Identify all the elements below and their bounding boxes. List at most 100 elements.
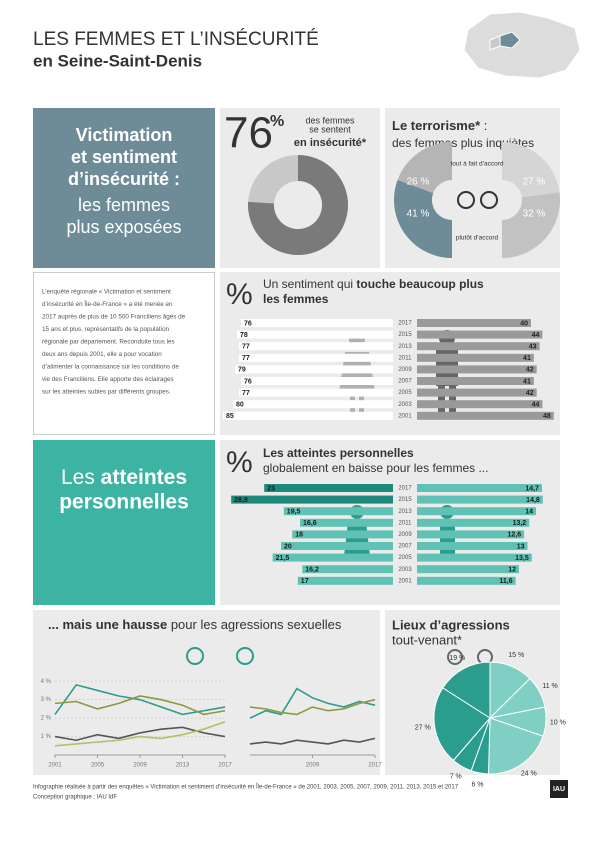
bar (417, 377, 534, 385)
value-label: 16,6 (303, 520, 317, 527)
line (54, 721, 226, 747)
bar (417, 484, 542, 492)
y-tick-label: 3 % (41, 697, 52, 703)
bar (241, 319, 393, 327)
value-label: 13,5 (515, 555, 529, 562)
section-title: tout-venant* (392, 632, 462, 647)
text-part: Le terrorisme* (392, 118, 481, 133)
bar (239, 388, 393, 397)
bar (417, 576, 516, 585)
text-part: atteintes (101, 466, 187, 489)
bar (223, 411, 393, 420)
bar (241, 377, 393, 385)
intro-line: les femmes (78, 195, 170, 215)
value-label: 44 (532, 332, 540, 339)
map (463, 11, 581, 79)
center-label: tout à fait d’accord (450, 161, 503, 168)
bar (297, 576, 393, 585)
value-label: 16,2 (305, 567, 319, 574)
intro-line: d’insécurité : (68, 169, 180, 189)
value-label: 42 (526, 367, 534, 374)
value-label: 17 (301, 578, 309, 585)
value-label: 14,8 (526, 497, 540, 504)
value-label: 13,2 (513, 520, 527, 527)
bar (292, 530, 393, 539)
year-label: 2011 (399, 355, 413, 361)
center-label: plutôt d’accord (456, 235, 499, 242)
section-title: les femmes (263, 292, 329, 306)
bar (417, 411, 554, 420)
intro-line: et sentiment (71, 147, 177, 167)
year-label: 2007 (398, 379, 412, 385)
slice-label: 6 % (471, 782, 483, 789)
bar (417, 353, 534, 362)
value-label: 76 (244, 320, 252, 327)
bar (417, 330, 543, 339)
y-tick-label: 2 % (41, 716, 52, 722)
icon (457, 191, 475, 209)
attacks-box (33, 440, 215, 605)
bar (417, 565, 519, 574)
bar (239, 342, 393, 351)
bar (233, 400, 393, 409)
bar (300, 518, 393, 527)
intro-line: plus exposées (66, 217, 181, 237)
body-text: 15 ans et plus, représentatifs de la pop… (42, 326, 170, 333)
value-label: 20 (284, 543, 292, 550)
slice-label: 24 % (521, 771, 537, 778)
bar (231, 495, 393, 504)
value-label: 79 (238, 367, 246, 374)
year-label: 2013 (398, 509, 412, 515)
section-title: Les atteintes personnelles (263, 446, 414, 460)
y-tick-label: 4 % (41, 679, 52, 685)
bar (417, 388, 537, 397)
bar (264, 484, 393, 492)
intro-line: Victimation (76, 125, 173, 145)
x-tick-label: 2009 (306, 763, 320, 769)
value-label: 19,5 (287, 509, 301, 516)
section-title: Un sentiment qui touche beaucoup plus (263, 277, 484, 291)
value-label: 44 (532, 402, 540, 409)
value-label: 41 (523, 355, 531, 362)
year-label: 2009 (398, 367, 412, 373)
value-label: 12 (508, 567, 516, 574)
value-label: 42 (526, 390, 534, 397)
bar (237, 330, 393, 339)
box-title: personnelles (59, 491, 189, 514)
donut-hole (274, 181, 322, 229)
value-label: 40 (520, 320, 528, 327)
x-tick-label: 2017 (368, 763, 382, 769)
text-box (33, 272, 215, 435)
x-tick-label: 2005 (91, 763, 105, 769)
value-label: 76 (244, 378, 252, 385)
body-text: d’alimenter la connaissance sur les cond… (42, 364, 179, 371)
x-tick-label: 2013 (176, 763, 190, 769)
text-part: ... mais une hausse (48, 617, 167, 632)
bar (235, 365, 393, 374)
footer-text: Infographie réalisée à partir des enquêt… (33, 784, 459, 791)
bar (283, 507, 393, 516)
donut-arc (248, 155, 349, 255)
value-label: 77 (242, 355, 250, 362)
body-text: L’enquête régionale « Victimation et sen… (42, 289, 171, 296)
value-label: 28,9 (234, 497, 248, 504)
wedge-label: 41 % (407, 209, 430, 220)
small-text: se sentent (309, 124, 351, 134)
line (249, 737, 376, 745)
bar (417, 400, 543, 409)
year-label: 2011 (399, 520, 413, 526)
year-label: 2003 (398, 402, 412, 408)
value-label: 85 (226, 413, 234, 420)
body-text: vie des Franciliens. Elle apporte des éc… (42, 376, 174, 383)
body-text: sur les atteintes subies par différents … (42, 389, 171, 396)
wedge-label: 26 % (407, 177, 430, 188)
year-label: 2007 (398, 544, 412, 550)
bar (417, 507, 536, 516)
slice-label: 10 % (550, 719, 566, 726)
value-label: 14 (525, 509, 533, 516)
terror-title: Le terrorisme* : (392, 118, 487, 133)
intro-box (33, 108, 215, 268)
bold-text: en insécurité* (294, 137, 367, 149)
value-label: 18 (295, 532, 303, 539)
slice-label: 11 % (542, 683, 557, 690)
